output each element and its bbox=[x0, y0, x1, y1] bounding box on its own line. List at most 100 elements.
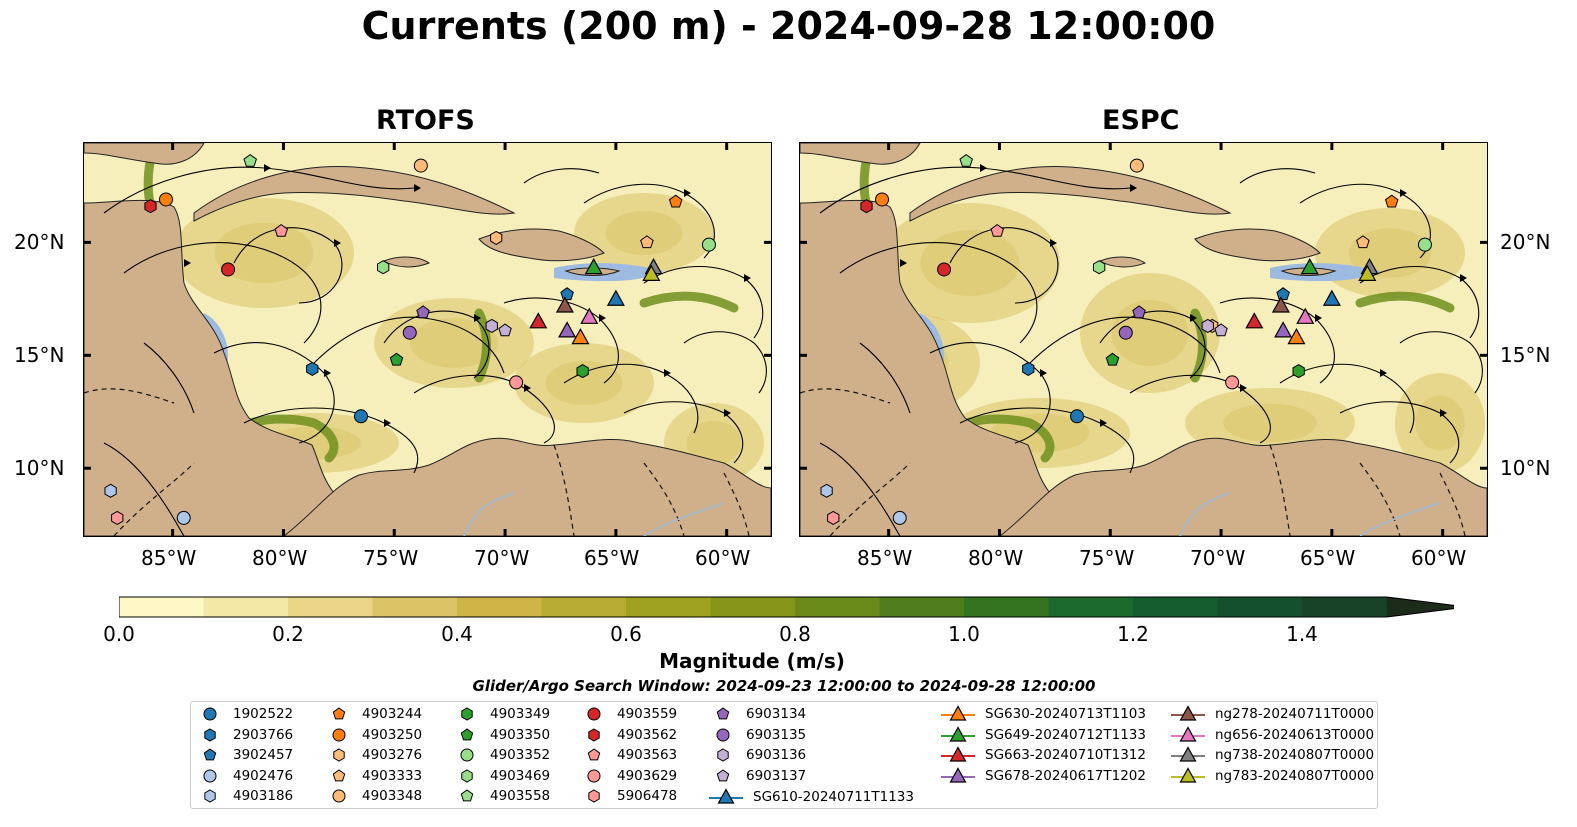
legend-label: 6903134 bbox=[746, 706, 807, 722]
argo-float-4903352 bbox=[1417, 237, 1432, 252]
legend-marker-hexagon bbox=[333, 748, 345, 762]
legend-label: SG678-20240617T1202 bbox=[985, 767, 1146, 784]
streamline bbox=[959, 407, 1135, 474]
legend-item-SG649-20240712T1133: SG649-20240712T1133 bbox=[939, 725, 1146, 745]
argo-float-4903276 bbox=[490, 230, 503, 245]
argo-float-3902457 bbox=[1276, 287, 1290, 301]
streamline bbox=[949, 227, 1059, 304]
legend-item-SG630-20240713T1103: SG630-20240713T1103 bbox=[939, 704, 1146, 724]
lon-tick-label: 75°W bbox=[363, 546, 419, 570]
lat-tick-label: 10°N bbox=[14, 456, 65, 480]
glider-ng783-20240807T0000 bbox=[1358, 264, 1377, 281]
legend-item-ng738-20240807T0000: ng738-20240807T0000 bbox=[1169, 745, 1374, 765]
streamline bbox=[243, 407, 419, 474]
argo-float-4903469 bbox=[377, 260, 390, 275]
argo-float-4903350 bbox=[389, 352, 404, 366]
streamline bbox=[819, 166, 1131, 214]
argo-float-4903186 bbox=[104, 483, 117, 498]
glider-ng783-20240807T0000 bbox=[642, 264, 661, 281]
argo-float-4902476 bbox=[892, 510, 907, 525]
streamline bbox=[583, 183, 715, 259]
colorbar-segment bbox=[626, 597, 711, 617]
legend-label: 4903469 bbox=[490, 767, 551, 784]
argo-float-4903563 bbox=[990, 223, 1004, 237]
legend-label: 1902522 bbox=[233, 706, 294, 722]
legend-item-SG610-20240711T1133: SG610-20240711T1133 bbox=[707, 787, 914, 807]
legend-label: 4903559 bbox=[617, 706, 678, 722]
streamline bbox=[929, 342, 1051, 444]
argo-float-4903558 bbox=[243, 153, 257, 167]
legend-item-ng278-20240711T0000: ng278-20240711T0000 bbox=[1169, 704, 1374, 724]
argo-float-4903348 bbox=[413, 158, 428, 173]
argo-float-4903629 bbox=[509, 375, 524, 390]
streamline bbox=[1399, 331, 1483, 394]
glider-SG610-20240711T1133 bbox=[1322, 289, 1341, 306]
legend-item-4903563: 4903563 bbox=[585, 745, 677, 765]
legend-marker-hexagon bbox=[588, 789, 600, 803]
legend-label: 6903136 bbox=[746, 747, 807, 763]
glider-SG678-20240617T1202 bbox=[1274, 321, 1293, 338]
map-panel-rtofs[interactable] bbox=[83, 142, 772, 537]
streamline bbox=[1219, 297, 1335, 384]
legend: 1902522 2903766 3902457 4902476 4903186 49032… bbox=[190, 701, 1378, 809]
map-panel-espc[interactable] bbox=[799, 142, 1488, 537]
legend-marker-hexagon bbox=[461, 707, 473, 721]
argo-float-6903137 bbox=[1214, 323, 1228, 337]
argo-float-6903134 bbox=[1132, 305, 1146, 319]
panel-title-espc: ESPC bbox=[1102, 105, 1180, 136]
legend-item-4903350: 4903350 bbox=[458, 725, 550, 745]
legend-label: SG630-20240713T1103 bbox=[985, 706, 1146, 722]
legend-label: 4903276 bbox=[362, 747, 423, 763]
legend-item-4903469: 4903469 bbox=[458, 766, 550, 786]
streamline bbox=[413, 374, 555, 444]
legend-marker-pentagon bbox=[460, 789, 474, 802]
legend-marker-circle bbox=[332, 728, 346, 741]
colorbar-tick-label: 0.4 bbox=[441, 622, 473, 646]
legend-glider-marker bbox=[949, 746, 967, 762]
legend-marker-hexagon bbox=[204, 789, 216, 803]
streamline bbox=[1299, 183, 1431, 259]
streamline bbox=[683, 331, 767, 394]
glider-SG610-20240711T1133 bbox=[606, 289, 625, 306]
legend-label: 4903348 bbox=[362, 788, 423, 804]
legend-marker-pentagon bbox=[460, 727, 474, 740]
legend-item-4903562: 4903562 bbox=[585, 725, 677, 745]
argo-float-6903135 bbox=[402, 325, 417, 340]
legend-glider-marker bbox=[949, 725, 967, 742]
lat-tick-label: 20°N bbox=[14, 230, 65, 254]
argo-float-2903766 bbox=[306, 361, 319, 376]
legend-item-4903349: 4903349 bbox=[458, 704, 550, 724]
legend-item-4903250: 4903250 bbox=[330, 725, 422, 745]
colorbar-segment bbox=[964, 597, 1049, 617]
legend-item-2903766: 2903766 bbox=[201, 725, 293, 745]
legend-label: ng278-20240711T0000 bbox=[1215, 706, 1375, 722]
legend-glider-marker bbox=[1179, 705, 1197, 721]
legend-item-4903629: 4903629 bbox=[585, 766, 677, 786]
argo-float-2903766 bbox=[1022, 361, 1035, 376]
glider-SG649-20240712T1133 bbox=[1300, 257, 1319, 275]
legend-item-ng783-20240807T0000: ng783-20240807T0000 bbox=[1169, 766, 1374, 786]
argo-float-4903350 bbox=[1105, 352, 1120, 366]
legend-marker-circle bbox=[587, 707, 601, 721]
legend-item-SG663-20240710T1312: SG663-20240710T1312 bbox=[939, 745, 1146, 765]
legend-item-4903352: 4903352 bbox=[458, 745, 550, 765]
streamline bbox=[1359, 265, 1480, 339]
legend-item-4903276: 4903276 bbox=[330, 745, 422, 765]
lon-tick-label: 60°W bbox=[1411, 546, 1467, 570]
legend-glider-marker bbox=[1179, 725, 1197, 742]
legend-label: 4903244 bbox=[362, 706, 423, 722]
legend-label: SG649-20240712T1133 bbox=[985, 726, 1146, 743]
streamline bbox=[563, 363, 699, 434]
argo-float-4903349 bbox=[576, 364, 589, 379]
colorbar-segment bbox=[119, 597, 204, 617]
colorbar-label: Magnitude (m/s) bbox=[659, 649, 845, 673]
lon-tick-label: 75°W bbox=[1079, 546, 1135, 570]
legend-item-4903186: 4903186 bbox=[201, 786, 293, 806]
colorbar-segment bbox=[372, 597, 458, 617]
argo-float-4903333 bbox=[1356, 235, 1370, 249]
figure-title: Currents (200 m) - 2024-09-28 12:00:00 bbox=[361, 4, 1216, 48]
colorbar-segment bbox=[1133, 597, 1218, 617]
argo-float-4903559 bbox=[221, 262, 236, 277]
legend-label: 4903350 bbox=[490, 726, 551, 743]
legend-item-6903135: 6903135 bbox=[714, 725, 806, 745]
